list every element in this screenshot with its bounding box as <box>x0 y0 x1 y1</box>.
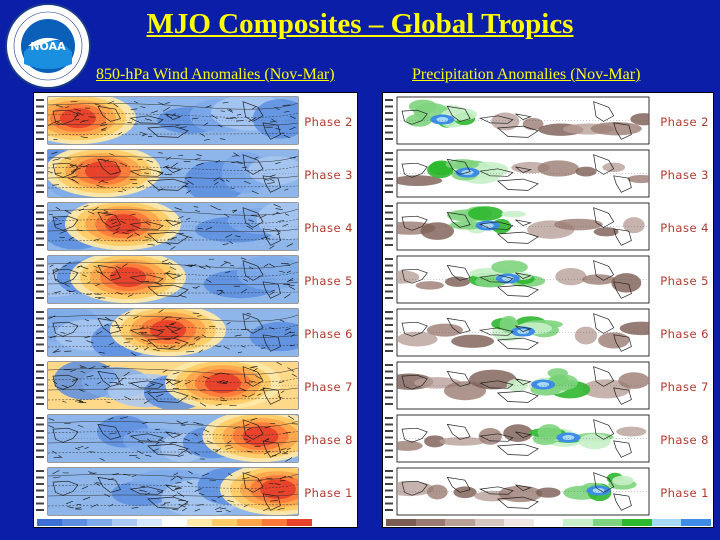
colorbar-swatch <box>651 519 682 526</box>
colorbar-swatch <box>162 519 187 526</box>
colorbar-swatch <box>62 519 87 526</box>
map-row <box>385 255 650 304</box>
phase-label: Phase 3 <box>304 168 353 182</box>
colorbar-swatch <box>262 519 287 526</box>
phase-label: Phase 1 <box>304 486 353 500</box>
map-row <box>36 149 299 198</box>
colorbar-swatch <box>445 519 475 526</box>
phase-label: Phase 5 <box>660 274 709 288</box>
map-row <box>36 202 299 251</box>
logo-text: NOAA <box>30 40 66 53</box>
wind-colorbar <box>37 519 312 526</box>
phase-label: Phase 3 <box>660 168 709 182</box>
colorbar-swatch <box>212 519 237 526</box>
precip-anomaly-panel: Phase 2 Phase 3 Phase 4 Phase 5 Phase 6 Phase… <box>382 92 714 528</box>
map-row <box>36 414 299 463</box>
wind-anomaly-maps <box>36 96 299 516</box>
phase-label: Phase 6 <box>660 327 709 341</box>
phase-label: Phase 7 <box>660 380 709 394</box>
colorbar-swatch <box>474 519 505 526</box>
precip-anomaly-maps <box>385 96 650 516</box>
page-title: MJO Composites – Global Tropics <box>146 8 574 40</box>
phase-label: Phase 1 <box>660 486 709 500</box>
map-row <box>385 202 650 251</box>
phase-label: Phase 8 <box>304 433 353 447</box>
phase-label: Phase 7 <box>304 380 353 394</box>
map-row <box>385 467 650 516</box>
phase-label: Phase 2 <box>304 115 353 129</box>
right-panel-heading: Precipitation Anomalies (Nov-Mar) <box>412 66 641 83</box>
colorbar-swatch <box>592 519 623 526</box>
phase-label: Phase 2 <box>660 115 709 129</box>
phase-label: Phase 5 <box>304 274 353 288</box>
colorbar-swatch <box>237 519 262 526</box>
map-row <box>385 414 650 463</box>
colorbar-swatch <box>37 519 62 526</box>
colorbar-swatch <box>187 519 212 526</box>
map-row <box>385 308 650 357</box>
phase-label: Phase 6 <box>304 327 353 341</box>
map-row <box>36 361 299 410</box>
colorbar-swatch <box>386 519 416 526</box>
colorbar-swatch <box>563 519 593 526</box>
map-row <box>36 308 299 357</box>
map-row <box>385 361 650 410</box>
map-row <box>36 467 299 516</box>
colorbar-swatch <box>533 519 564 526</box>
noaa-logo: NOAA <box>4 2 92 90</box>
colorbar-swatch <box>622 519 652 526</box>
colorbar-swatch <box>681 519 712 526</box>
map-row <box>36 96 299 145</box>
phase-label: Phase 4 <box>660 221 709 235</box>
map-row <box>36 255 299 304</box>
colorbar-swatch <box>415 519 446 526</box>
precip-colorbar <box>386 519 712 526</box>
colorbar-swatch <box>87 519 112 526</box>
colorbar-swatch <box>137 519 162 526</box>
phase-label: Phase 8 <box>660 433 709 447</box>
map-row <box>385 96 650 145</box>
map-row <box>385 149 650 198</box>
wind-anomaly-panel: Phase 2 Phase 3 Phase 4 Phase 5 Phase 6 Phase… <box>33 92 358 528</box>
phase-label: Phase 4 <box>304 221 353 235</box>
colorbar-swatch <box>112 519 137 526</box>
colorbar-swatch <box>287 519 312 526</box>
colorbar-swatch <box>504 519 534 526</box>
left-panel-heading: 850-hPa Wind Anomalies (Nov-Mar) <box>96 66 335 83</box>
